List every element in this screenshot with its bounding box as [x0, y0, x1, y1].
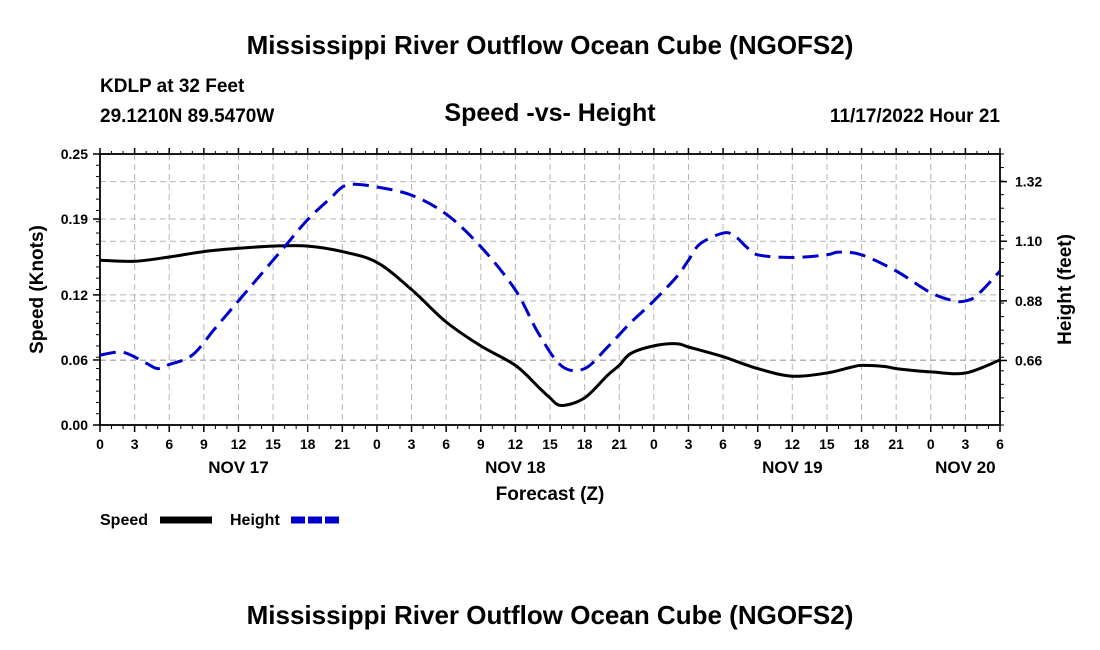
x-tick-label: 9 [477, 436, 485, 452]
x-tick-label: 12 [231, 436, 247, 452]
x-tick-label: 6 [442, 436, 450, 452]
speed-height-chart: 0 3 6 9 12 15 18 21 0 3 6 9 12 15 18 21 0 3 6 9 12 15 18 21 0 3 6N… [27, 146, 1076, 529]
x-tick-label: 3 [685, 436, 693, 452]
station-label: KDLP at 32 Feet [100, 76, 245, 97]
x-date-label: NOV 18 [485, 458, 545, 477]
x-tick-label: 21 [335, 436, 351, 452]
x-date-label: NOV 19 [762, 458, 822, 477]
x-tick-label: 15 [819, 436, 835, 452]
x-tick-label: 3 [408, 436, 416, 452]
x-tick-label: 3 [131, 436, 139, 452]
x-tick-label: 9 [754, 436, 762, 452]
x-tick-label: 0 [927, 436, 935, 452]
x-tick-label: 0 [96, 436, 104, 452]
chart-main-title: Mississippi River Outflow Ocean Cube (NG… [246, 30, 854, 60]
x-tick-label: 0 [373, 436, 381, 452]
station-coordinates: 29.1210N 89.5470W [100, 106, 275, 127]
legend-height-label: Height [230, 512, 280, 529]
y-tick-label: 0.00 [61, 417, 88, 433]
x-tick-label: 6 [996, 436, 1004, 452]
x-tick-label: 9 [200, 436, 208, 452]
x-axis-title: Forecast (Z) [496, 484, 605, 505]
y-tick-label: 0.19 [61, 211, 88, 227]
y-axis-title: Speed (Knots) [27, 225, 48, 354]
x-tick-label: 21 [888, 436, 904, 452]
chart-subtitle: Speed -vs- Height [444, 99, 656, 127]
x-date-label: NOV 17 [208, 458, 268, 477]
x-tick-label: 12 [508, 436, 524, 452]
y2-tick-label: 0.66 [1015, 352, 1042, 368]
series-speed-line [99, 244, 1001, 407]
x-tick-label: 0 [650, 436, 658, 452]
x-tick-label: 6 [719, 436, 727, 452]
y-tick-label: 0.06 [61, 352, 88, 368]
x-tick-label: 6 [165, 436, 173, 452]
x-tick-label: 18 [300, 436, 316, 452]
plot-frame [99, 153, 1001, 426]
forecast-datetime: 11/17/2022 Hour 21 [829, 106, 1000, 127]
series-height-line [99, 182, 1002, 373]
x-tick-label: 18 [577, 436, 593, 452]
footer-title: Mississippi River Outflow Ocean Cube (NG… [246, 600, 854, 630]
x-tick-label: 15 [542, 436, 558, 452]
y2-axis-title: Height (feet) [1055, 234, 1076, 345]
y-tick-label: 0.12 [61, 287, 88, 303]
x-tick-label: 21 [611, 436, 627, 452]
y-tick-label: 0.25 [61, 146, 88, 162]
x-tick-label: 15 [265, 436, 281, 452]
y2-tick-label: 1.32 [1015, 174, 1042, 190]
legend-speed-label: Speed [100, 512, 148, 529]
x-tick-label: 12 [785, 436, 801, 452]
x-tick-label: 3 [961, 436, 969, 452]
x-date-label: NOV 20 [935, 458, 995, 477]
y2-tick-label: 0.88 [1015, 293, 1042, 309]
x-tick-label: 18 [854, 436, 870, 452]
y2-tick-label: 1.10 [1015, 233, 1042, 249]
